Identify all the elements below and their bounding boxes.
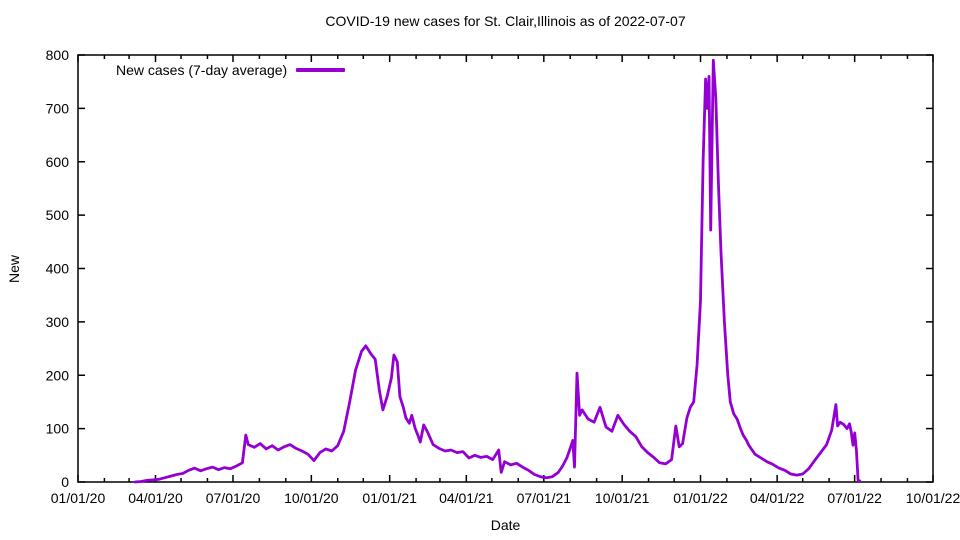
y-axis-label: New — [6, 255, 22, 284]
y-tick-label: 0 — [61, 474, 69, 490]
x-tick-label: 04/01/22 — [750, 490, 805, 506]
y-tick-label: 500 — [46, 207, 70, 223]
x-tick-label: 10/01/22 — [906, 490, 960, 506]
legend: New cases (7-day average) — [116, 62, 346, 78]
x-tick-label: 10/01/20 — [284, 490, 339, 506]
y-tick-label: 300 — [46, 314, 70, 330]
x-tick-label: 07/01/22 — [827, 490, 882, 506]
y-tick-label: 100 — [46, 421, 70, 437]
y-tick-label: 800 — [46, 47, 70, 63]
y-tick-label: 600 — [46, 154, 70, 170]
x-axis-label: Date — [490, 517, 521, 533]
y-tick-label: 700 — [46, 100, 70, 116]
series-line — [133, 58, 862, 484]
plot-border — [77, 54, 934, 483]
x-tick-label: 07/01/21 — [517, 490, 572, 506]
x-tick-label: 01/01/21 — [362, 490, 417, 506]
x-tick-label: 04/01/20 — [128, 490, 183, 506]
x-tick-label: 10/01/21 — [595, 490, 650, 506]
x-tick-label: 07/01/20 — [206, 490, 261, 506]
legend-line-swatch — [296, 68, 346, 72]
x-tick-label: 01/01/20 — [51, 490, 106, 506]
x-tick-label: 04/01/21 — [439, 490, 494, 506]
y-tick-label: 400 — [46, 261, 70, 277]
legend-label: New cases (7-day average) — [116, 62, 288, 78]
x-tick-label: 01/01/22 — [673, 490, 728, 506]
y-tick-label: 200 — [46, 367, 70, 383]
chart-title: COVID-19 new cases for St. Clair,Illinoi… — [325, 13, 686, 29]
